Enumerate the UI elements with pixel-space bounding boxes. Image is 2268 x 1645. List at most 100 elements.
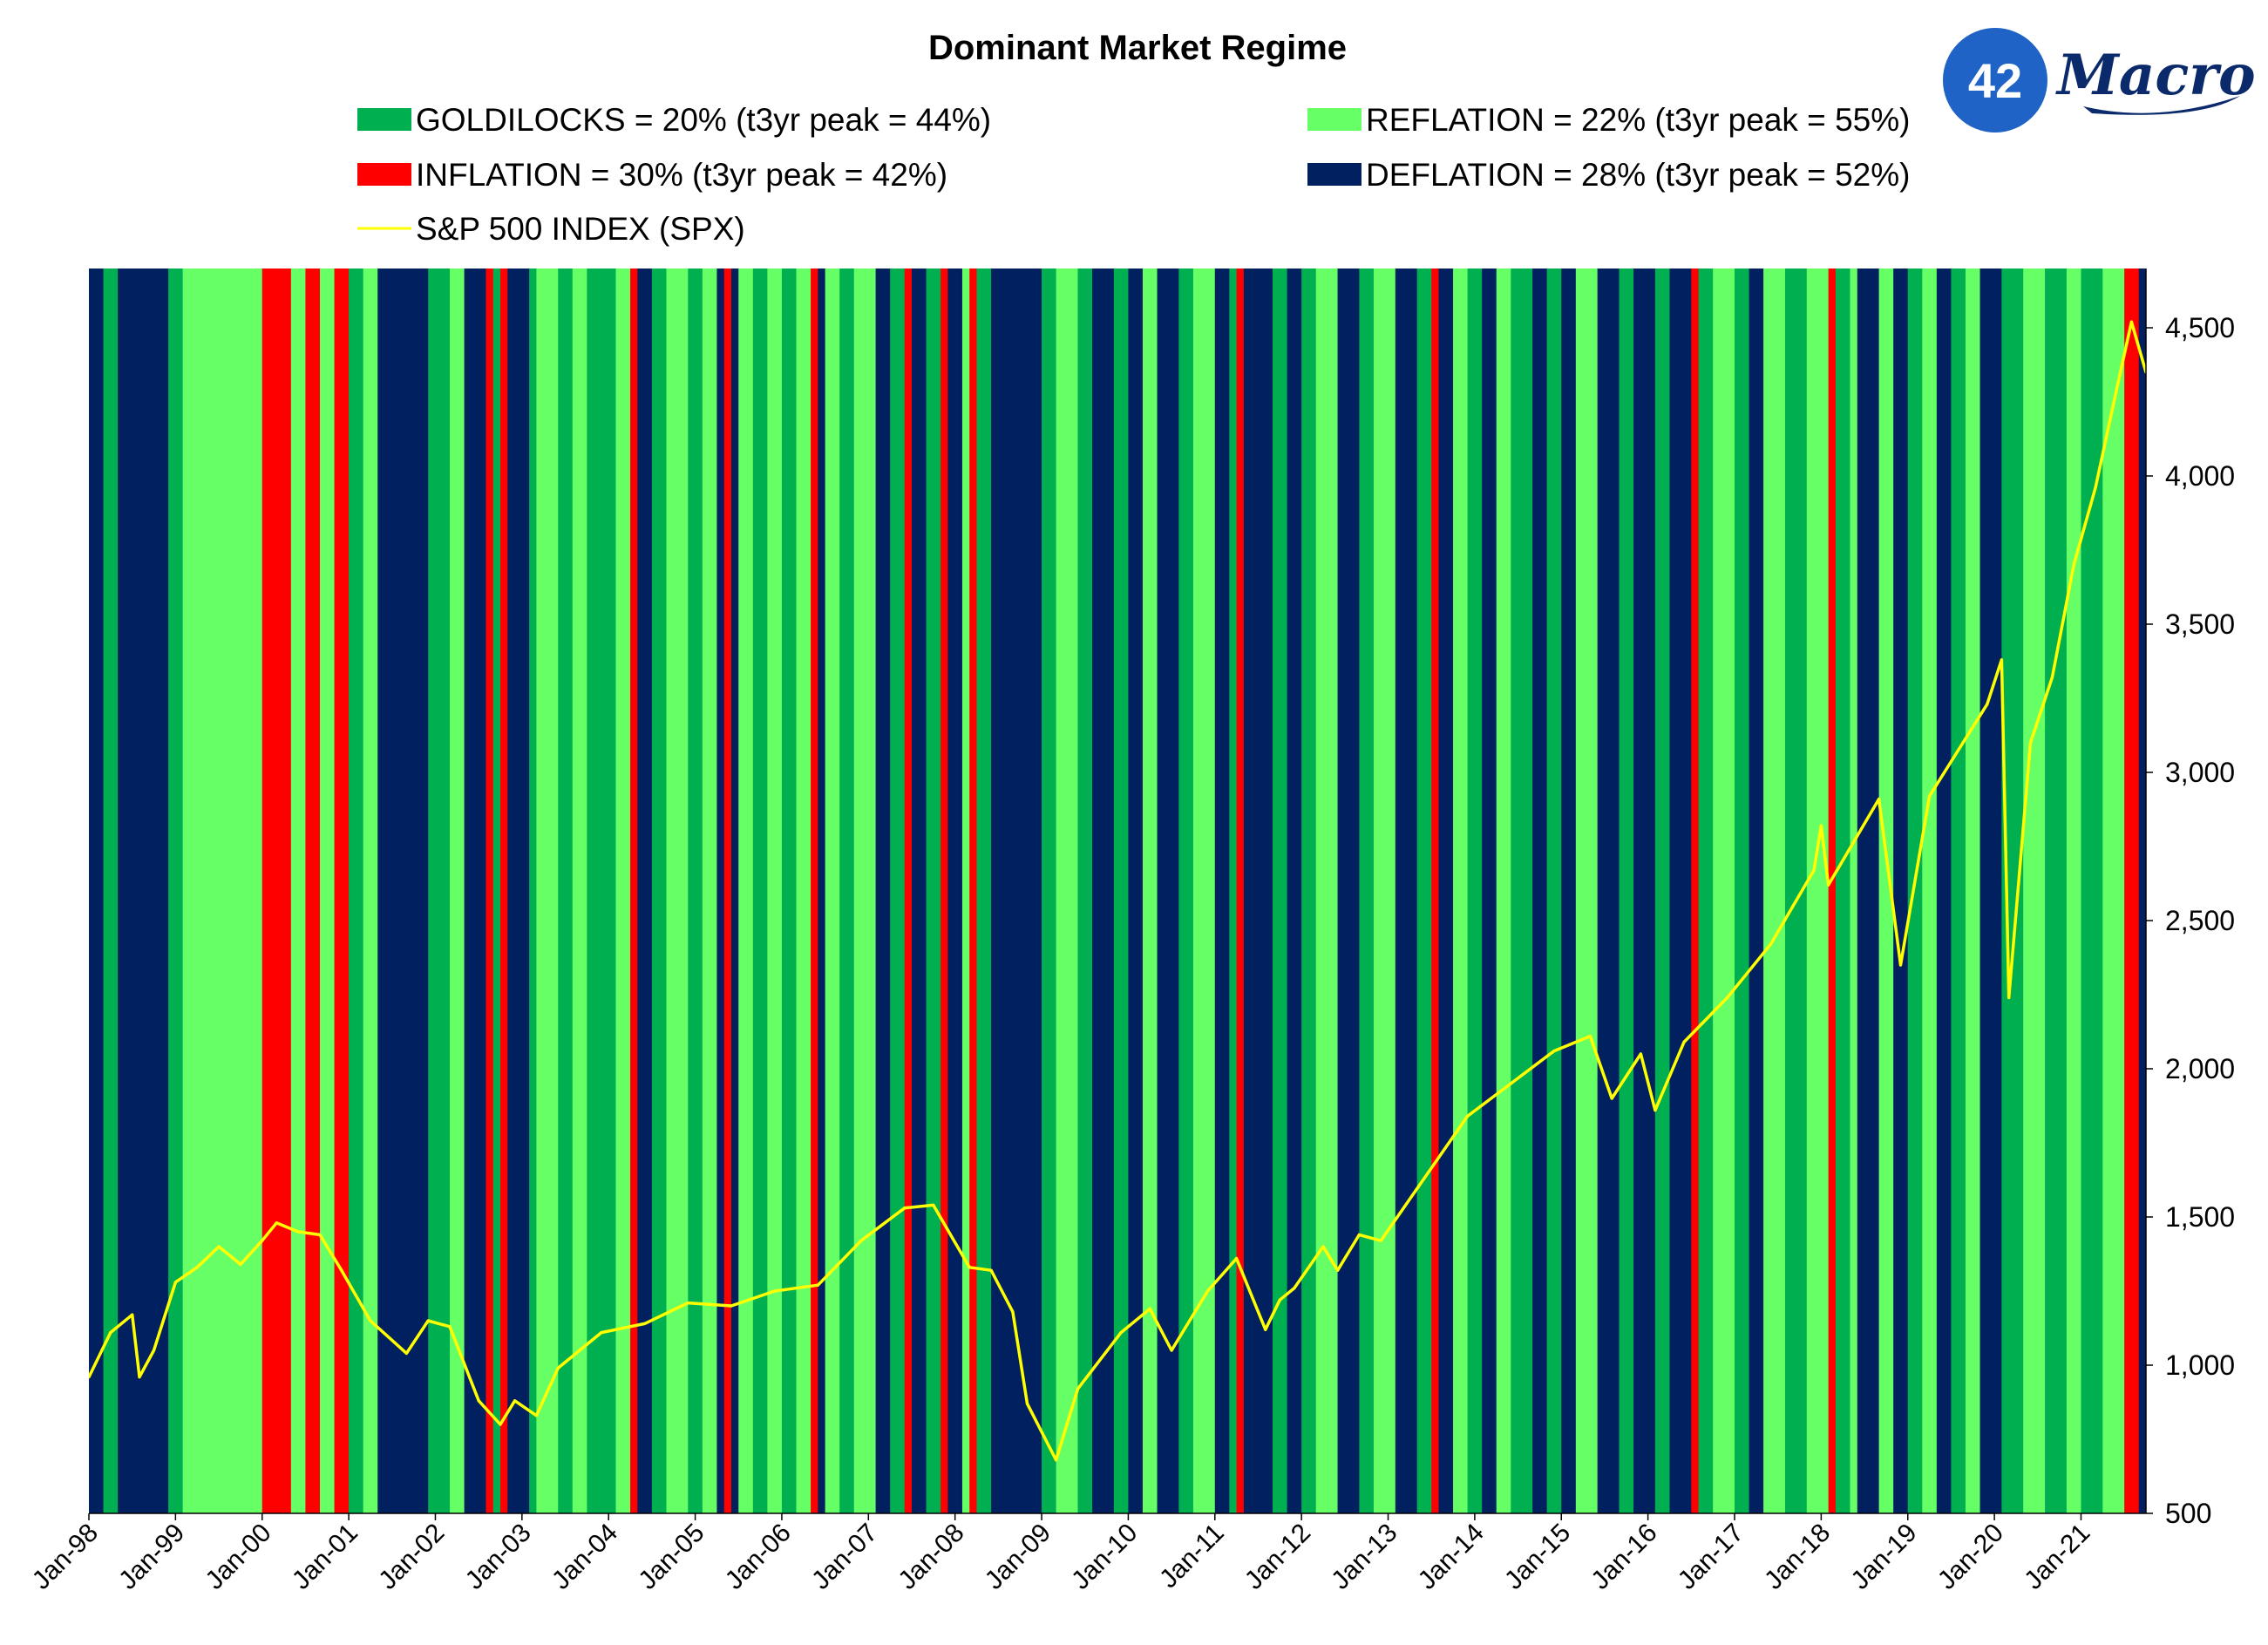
regime-band [637, 269, 653, 1513]
logo-swoosh [2083, 96, 2240, 115]
regime-band [875, 269, 891, 1513]
regime-band [536, 269, 559, 1513]
regime-band [2102, 269, 2125, 1513]
data-point [730, 1304, 733, 1308]
regime-band [486, 269, 494, 1513]
x-tick-label: Jan-05 [633, 1519, 710, 1595]
regime-band [1654, 269, 1671, 1513]
regime-band [890, 269, 906, 1513]
data-point [513, 1399, 517, 1403]
regime-band [796, 269, 811, 1513]
regime-band [853, 269, 877, 1513]
x-tick-label: Jan-17 [1673, 1519, 1749, 1595]
regime-band [182, 269, 213, 1513]
regime-band [1236, 269, 1245, 1513]
data-point [816, 1283, 819, 1287]
logo-wordmark: Macro [2055, 43, 2256, 108]
data-point [1148, 1307, 1151, 1310]
regime-band [211, 269, 234, 1513]
data-point [1639, 1052, 1642, 1056]
data-point [534, 1414, 539, 1417]
data-point [1264, 1328, 1267, 1331]
data-point [1379, 1239, 1382, 1242]
data-point [1898, 963, 1903, 967]
data-point [600, 1331, 603, 1335]
data-point [296, 1230, 300, 1234]
regime-band [781, 269, 798, 1513]
data-point [1235, 1257, 1239, 1261]
legend-swatch-reflation [1307, 108, 1361, 131]
data-point [2028, 741, 2033, 744]
legend-item-spx: S&P 500 INDEX (SPX) [357, 211, 745, 247]
x-tick-label: Jan-00 [200, 1519, 276, 1595]
data-point [131, 1313, 134, 1316]
data-point [1769, 942, 1773, 946]
regime-band [1337, 269, 1361, 1513]
data-point [138, 1376, 141, 1379]
regime-band [1077, 269, 1093, 1513]
regime-band [1178, 269, 1194, 1513]
data-point [1321, 1245, 1325, 1248]
regime-band [1438, 269, 1454, 1513]
regime-band [103, 269, 119, 1513]
data-point [109, 1331, 112, 1335]
data-point [932, 1203, 935, 1207]
regime-band [290, 269, 307, 1513]
regime-band [1763, 269, 1786, 1513]
data-point [369, 1319, 372, 1322]
regime-band [1113, 269, 1130, 1513]
data-point [1119, 1331, 1123, 1335]
data-point [968, 1266, 971, 1269]
regime-band [261, 269, 277, 1513]
regime-band [630, 269, 638, 1513]
data-point [989, 1268, 993, 1272]
regime-band [1453, 269, 1469, 1513]
regime-band [991, 269, 1014, 1513]
x-tick-label: Jan-07 [806, 1519, 883, 1595]
regime-band [1287, 269, 1302, 1513]
data-point [1682, 1040, 1686, 1043]
data-point [1170, 1349, 1173, 1352]
regime-band [572, 269, 587, 1513]
regime-band [2045, 269, 2068, 1513]
regime-band [1214, 269, 1230, 1513]
legend: GOLDILOCKS = 20% (t3yr peak = 44%) REFLAT… [357, 102, 1910, 247]
legend-label-reflation: REFLATION = 22% (t3yr peak = 55%) [1366, 102, 1910, 138]
regime-band [1229, 269, 1238, 1513]
y-axis: 4,500 4,000 3,500 3,000 2,500 2,000 1,500 1,000… [2145, 269, 2235, 1529]
regime-band [825, 269, 840, 1513]
regime-band [1735, 269, 1750, 1513]
x-tick-label: Jan-08 [893, 1519, 969, 1595]
regime-band [1575, 269, 1599, 1513]
regime-band [1936, 269, 1952, 1513]
data-point [1812, 868, 1816, 872]
legend-swatch-inflation [357, 163, 411, 186]
regime-band [969, 269, 978, 1513]
regime-band [1042, 269, 1057, 1513]
regime-band [615, 269, 631, 1513]
data-point [2094, 486, 2097, 490]
regime-band [811, 269, 818, 1513]
regime-band [1691, 269, 1700, 1513]
regime-band [839, 269, 855, 1513]
regime-band [940, 269, 949, 1513]
logo-badge-text: 42 [1968, 53, 2022, 108]
data-point [1878, 798, 1881, 801]
regime-band [904, 269, 913, 1513]
regime-band [1835, 269, 1851, 1513]
legend-label-goldilocks: GOLDILOCKS = 20% (t3yr peak = 44%) [416, 102, 991, 138]
data-point [1025, 1402, 1029, 1405]
regime-band [1416, 269, 1432, 1513]
data-point [426, 1319, 430, 1322]
data-point [340, 1268, 343, 1272]
legend-label-inflation: INFLATION = 30% (t3yr peak = 42%) [416, 157, 947, 193]
x-tick-label: Jan-21 [2019, 1519, 2095, 1595]
x-tick-label: Jan-03 [460, 1519, 537, 1595]
y-tick-label: 4,000 [2165, 460, 2235, 492]
regime-band [752, 269, 768, 1513]
x-axis: Jan-98 Jan-99 Jan-00 Jan-01 Jan-02 Jan-03 Jan-… [27, 1512, 2146, 1595]
data-point [1653, 1109, 1657, 1112]
regime-band [1633, 269, 1656, 1513]
regime-band [1806, 269, 1830, 1513]
regime-band [1496, 269, 1511, 1513]
